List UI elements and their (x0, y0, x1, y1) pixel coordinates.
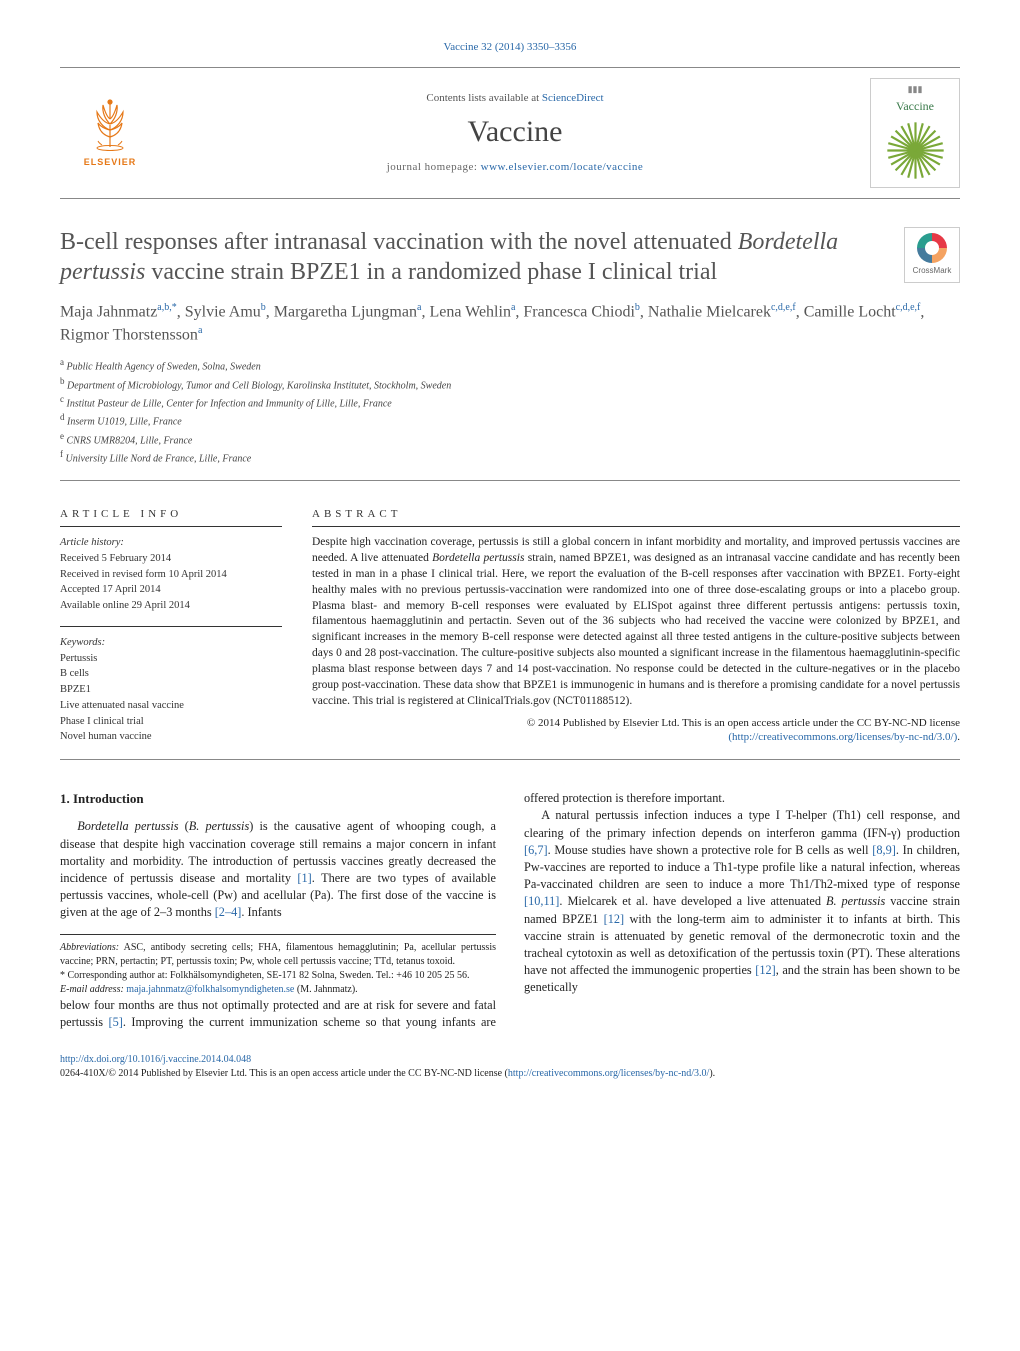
rule-below-header (60, 198, 960, 199)
body-columns: 1. Introduction Bordetella pertussis (B.… (60, 790, 960, 1031)
email-line: E-mail address: maja.jahnmatz@folkhalsom… (60, 983, 496, 997)
contents-available: Contents lists available at ScienceDirec… (160, 91, 870, 106)
affiliations: a Public Health Agency of Sweden, Solna,… (60, 356, 960, 466)
keywords-label: Keywords: (60, 635, 282, 651)
authors-list: Maja Jahnmatza,b,*, Sylvie Amub, Margare… (60, 301, 960, 346)
p1-italic1: Bordetella pertussis (77, 819, 178, 833)
doi-link[interactable]: http://dx.doi.org/10.1016/j.vaccine.2014… (60, 1054, 251, 1065)
issn-line: 0264-410X/© 2014 Published by Elsevier L… (60, 1067, 960, 1081)
keyword: Live attenuated nasal vaccine (60, 698, 282, 714)
issn-pre: 0264-410X/© 2014 Published by Elsevier L… (60, 1068, 508, 1079)
homepage-prefix: journal homepage: (387, 161, 481, 173)
keyword: Phase I clinical trial (60, 714, 282, 730)
affiliation-line: a Public Health Agency of Sweden, Solna,… (60, 356, 960, 374)
affiliation-line: c Institut Pasteur de Lille, Center for … (60, 393, 960, 411)
intro-heading: 1. Introduction (60, 790, 496, 808)
affiliation-line: b Department of Microbiology, Tumor and … (60, 375, 960, 393)
journal-homepage: journal homepage: www.elsevier.com/locat… (160, 160, 870, 175)
abstract-post: strain, named BPZE1, was designed as an … (312, 552, 960, 707)
intro-p1: Bordetella pertussis (B. pertussis) is t… (60, 818, 496, 921)
p3e: B. pertussis (826, 894, 885, 908)
email-label: E-mail address: (60, 984, 124, 995)
copyright-text: © 2014 Published by Elsevier Ltd. This i… (527, 717, 960, 729)
history-date: Received 5 February 2014 (60, 551, 282, 567)
issn-license-link[interactable]: http://creativecommons.org/licenses/by-n… (508, 1068, 709, 1079)
keyword: BPZE1 (60, 682, 282, 698)
ref-6-7[interactable]: [6,7] (524, 843, 548, 857)
history-label: Article history: (60, 535, 282, 551)
crossmark-icon (917, 233, 947, 263)
journal-cover: ▮▮▮ Vaccine (870, 78, 960, 188)
history-date: Received in revised form 10 April 2014 (60, 567, 282, 583)
p1-paren-open: ( (179, 819, 189, 833)
publisher-logo-block: ELSEVIER (60, 97, 160, 168)
ref-12a[interactable]: [12] (604, 912, 625, 926)
abbrev-text: ASC, antibody secreting cells; FHA, fila… (60, 942, 496, 967)
issn-post: ). (709, 1068, 715, 1079)
history-date: Available online 29 April 2014 (60, 598, 282, 614)
intro-p3: A natural pertussis infection induces a … (524, 807, 960, 996)
rule-info (60, 626, 282, 627)
ref-5[interactable]: [5] (109, 1015, 123, 1029)
p1-end: . Infants (241, 905, 281, 919)
publisher-name: ELSEVIER (84, 156, 137, 168)
affiliation-line: f University Lille Nord de France, Lille… (60, 448, 960, 466)
homepage-link[interactable]: www.elsevier.com/locate/vaccine (481, 161, 644, 173)
email-link[interactable]: maja.jahnmatz@folkhalsomyndigheten.se (126, 984, 294, 995)
rule-top (60, 67, 960, 68)
article-info-sidebar: ARTICLE INFO Article history: Received 5… (60, 507, 282, 745)
ref-12b[interactable]: [12] (755, 963, 776, 977)
abstract-italic: Bordetella pertussis (432, 552, 524, 564)
keyword: Pertussis (60, 651, 282, 667)
journal-header: ELSEVIER Contents lists available at Sci… (60, 72, 960, 194)
corresponding-line: * Corresponding author at: Folkhälsomynd… (60, 969, 496, 983)
email-tail: (M. Jahnmatz). (294, 984, 357, 995)
contents-prefix: Contents lists available at (426, 92, 541, 104)
abstract-body: Despite high vaccination coverage, pertu… (312, 535, 960, 709)
footnotes: Abbreviations: ASC, antibody secreting c… (60, 934, 496, 997)
top-citation: Vaccine 32 (2014) 3350–3356 (60, 40, 960, 55)
article-title: B-cell responses after intranasal vaccin… (60, 227, 894, 287)
sciencedirect-link[interactable]: ScienceDirect (542, 92, 604, 104)
bottom-block: http://dx.doi.org/10.1016/j.vaccine.2014… (60, 1053, 960, 1080)
abbrev-label: Abbreviations: (60, 942, 119, 953)
crossmark-badge[interactable]: CrossMark (904, 227, 960, 283)
p1-italic2: B. pertussis (189, 819, 249, 833)
ref-2-4[interactable]: [2–4] (215, 905, 242, 919)
journal-name: Vaccine (160, 112, 870, 153)
title-post: vaccine strain BPZE1 in a randomized pha… (145, 259, 717, 285)
rule-below-affil (60, 480, 960, 481)
keyword: Novel human vaccine (60, 729, 282, 745)
affiliation-line: d Inserm U1019, Lille, France (60, 411, 960, 429)
corr-label: * Corresponding author at: (60, 970, 167, 981)
ref-10-11[interactable]: [10,11] (524, 894, 559, 908)
abbrev-line: Abbreviations: ASC, antibody secreting c… (60, 941, 496, 969)
elsevier-tree-icon (85, 97, 135, 152)
corr-text: Folkhälsomyndigheten, SE-171 82 Solna, S… (167, 970, 469, 981)
abstract-copyright: © 2014 Published by Elsevier Ltd. This i… (312, 716, 960, 746)
title-pre: B-cell responses after intranasal vaccin… (60, 229, 738, 255)
p3d: . Mielcarek et al. have developed a live… (559, 894, 826, 908)
cover-title: Vaccine (896, 98, 934, 114)
article-info-head: ARTICLE INFO (60, 507, 282, 527)
keyword: B cells (60, 666, 282, 682)
p3b: . Mouse studies have shown a protective … (548, 843, 873, 857)
citation-link[interactable]: Vaccine 32 (2014) 3350–3356 (444, 41, 577, 53)
abstract-block: ABSTRACT Despite high vaccination covera… (312, 507, 960, 745)
ref-8-9[interactable]: [8,9] (872, 843, 896, 857)
affiliation-line: e CNRS UMR8204, Lille, France (60, 430, 960, 448)
license-link[interactable]: (http://creativecommons.org/licenses/by-… (728, 731, 957, 743)
p3a: A natural pertussis infection induces a … (524, 808, 960, 839)
abstract-head: ABSTRACT (312, 507, 960, 527)
cover-issn-icon: ▮▮▮ (908, 83, 923, 95)
history-date: Accepted 17 April 2014 (60, 582, 282, 598)
crossmark-label: CrossMark (913, 266, 952, 277)
rule-below-abstract (60, 759, 960, 760)
ref-1[interactable]: [1] (297, 871, 311, 885)
cover-image-icon (883, 118, 948, 183)
